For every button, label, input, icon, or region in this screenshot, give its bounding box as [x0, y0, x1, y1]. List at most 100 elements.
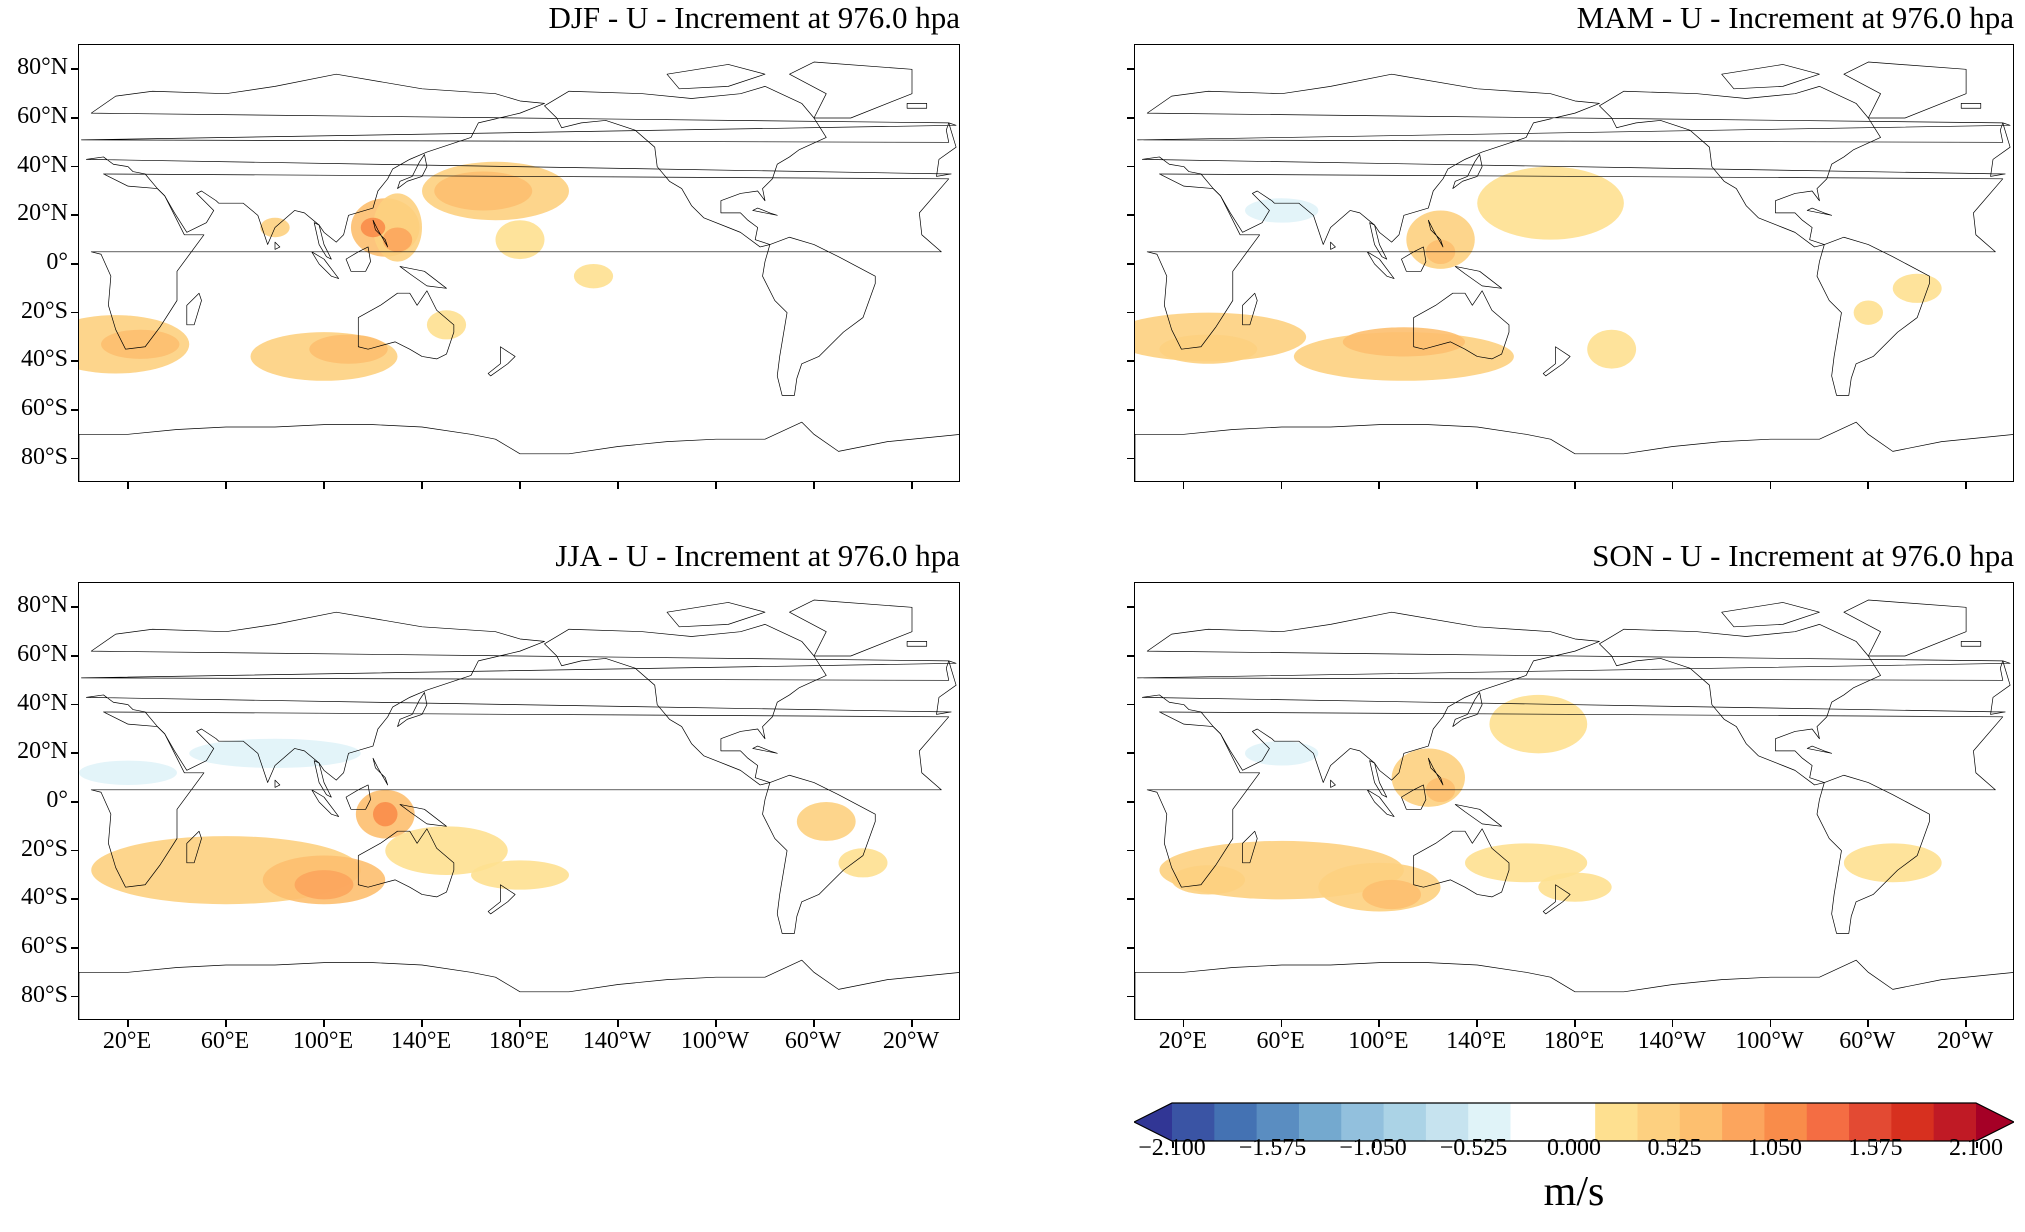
latitude-tick-label: 60°S [21, 395, 68, 421]
coastline [1961, 103, 1981, 108]
longitude-tick [1378, 482, 1380, 489]
increment-contour-region [1587, 329, 1637, 369]
longitude-tick-label: 180°E [1543, 1028, 1605, 1054]
latitude-tick-label: 40°N [17, 151, 68, 178]
coastline [753, 208, 778, 215]
latitude-tick [1127, 409, 1134, 411]
coastline [1599, 86, 1880, 247]
colorbar-tick-label: −1.050 [1339, 1135, 1407, 1161]
coastline [1807, 746, 1831, 753]
latitude-tick [71, 214, 78, 216]
latitude-tick [1127, 995, 1134, 998]
colorbar-tick-label: 1.050 [1748, 1135, 1802, 1161]
increment-contour-region [189, 738, 361, 768]
coastline [187, 831, 202, 863]
colorbar-segment [1172, 1103, 1215, 1141]
longitude-tick-label: 180°E [488, 1028, 550, 1054]
increment-contour-region [1362, 879, 1421, 910]
increment-contour-region [1843, 843, 1942, 883]
latitude-tick-label: 20°S [21, 297, 68, 324]
increment-contour-region [471, 860, 569, 890]
colorbar-segment [1383, 1103, 1427, 1141]
coastline [1807, 208, 1831, 215]
longitude-tick [1574, 1020, 1576, 1027]
latitude-tick [71, 703, 78, 706]
colorbar-segment [1637, 1103, 1681, 1141]
coastline [86, 74, 956, 244]
coastline [1414, 829, 1509, 897]
map-djf [78, 44, 960, 482]
increment-contour-region [1159, 334, 1258, 364]
latitude-tick [71, 752, 78, 754]
coastline [1543, 347, 1570, 376]
longitude-tick-label: 20°W [882, 1028, 940, 1054]
coastline [790, 62, 913, 118]
longitude-tick [1280, 1020, 1283, 1027]
colorbar-segment [1510, 1103, 1554, 1141]
coastline [1817, 237, 1929, 395]
longitude-tick [421, 1020, 423, 1027]
increment-contour-region [1465, 843, 1588, 883]
colorbar-tick [1172, 1142, 1174, 1148]
colorbar-extend-min [1134, 1103, 1172, 1141]
coastline [1455, 266, 1501, 288]
colorbar-segment [1764, 1103, 1808, 1141]
coastline [667, 602, 765, 626]
coastline [1331, 242, 1336, 249]
latitude-tick [1127, 117, 1134, 119]
map-mam [1134, 44, 2014, 482]
increment-contour-region [426, 310, 467, 340]
coastline [1401, 247, 1425, 271]
coastline [91, 174, 949, 349]
latitude-tick [71, 655, 78, 657]
increment-contour-region [101, 329, 180, 359]
increment-contour-region [309, 334, 388, 364]
latitude-tick [1127, 214, 1134, 216]
coastline [346, 785, 371, 809]
colorbar-tick [1373, 1142, 1375, 1148]
longitude-tick-label: 100°W [680, 1028, 750, 1054]
longitude-tick-label: 60°E [200, 1028, 250, 1054]
coastline [81, 661, 956, 680]
panel-title: JJA - U - Increment at 976.0 hpa [555, 538, 960, 573]
longitude-tick [323, 482, 325, 489]
latitude-tick [1127, 457, 1134, 460]
latitude-tick-label: 40°S [21, 884, 68, 911]
longitude-tick [1378, 1020, 1380, 1027]
colorbar-tick [1473, 1142, 1475, 1148]
coastline [753, 746, 778, 753]
longitude-tick [1671, 1020, 1674, 1027]
latitude-tick-label: 40°S [21, 346, 68, 373]
coastline [79, 422, 960, 482]
increment-contour-region [1538, 872, 1612, 902]
coastline [1147, 712, 2003, 887]
latitude-tick [1127, 360, 1134, 362]
coastline [667, 64, 765, 88]
increment-contour-region [1489, 694, 1588, 754]
longitude-tick [225, 482, 227, 489]
coastline [1599, 624, 1880, 785]
colorbar-segment [1595, 1103, 1638, 1141]
longitude-tick [519, 1020, 521, 1027]
panel-title: DJF - U - Increment at 976.0 hpa [548, 0, 960, 35]
coastline [1243, 293, 1258, 325]
coastline [1722, 64, 1820, 88]
colorbar-segment [1679, 1103, 1723, 1141]
coastline [1428, 758, 1443, 785]
colorbar-segment [1298, 1103, 1342, 1141]
coastline [1543, 885, 1570, 914]
coastline [1414, 291, 1509, 359]
latitude-tick [71, 165, 78, 168]
latitude-tick [71, 898, 78, 900]
longitude-tick-label: 100°E [1348, 1028, 1409, 1054]
coastline [1367, 790, 1394, 817]
colorbar-tick [1875, 1142, 1877, 1148]
coastline [81, 123, 956, 142]
coastline [1370, 761, 1387, 798]
increment-contour-region [1853, 300, 1883, 325]
longitude-tick [1476, 1020, 1478, 1027]
longitude-tick [1867, 1020, 1869, 1027]
coastline [314, 223, 331, 260]
map-jja [78, 582, 960, 1020]
latitude-tick-label: 80°S [21, 443, 68, 470]
